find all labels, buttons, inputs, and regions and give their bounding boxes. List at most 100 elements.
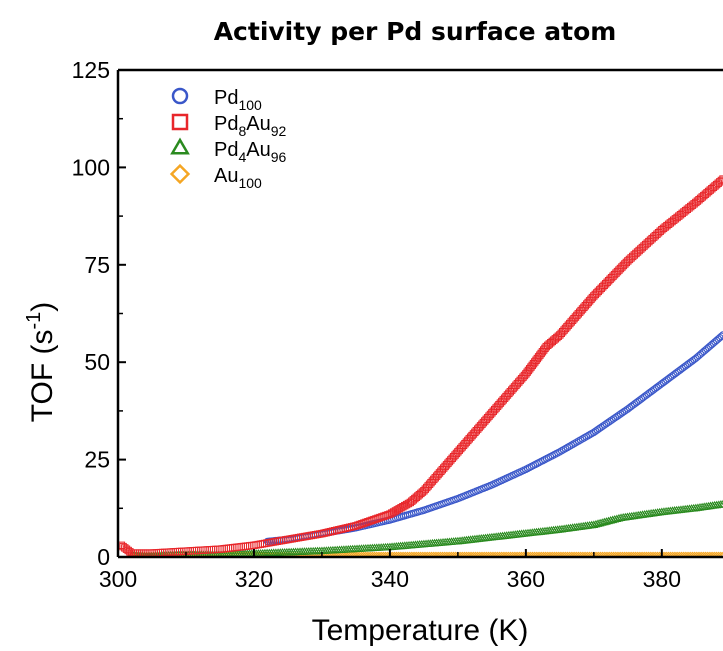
data-point bbox=[714, 551, 723, 557]
data-point bbox=[510, 551, 520, 557]
data-point bbox=[492, 551, 502, 557]
series-Pd4Au96 bbox=[128, 499, 723, 557]
data-point bbox=[490, 551, 500, 557]
data-point bbox=[527, 551, 537, 557]
x-tick-label: 320 bbox=[235, 566, 273, 592]
data-point bbox=[442, 551, 452, 557]
chart-title: Activity per Pd surface atom bbox=[214, 17, 617, 46]
data-point bbox=[398, 551, 408, 557]
data-point bbox=[214, 545, 222, 554]
legend-label: Pd8Au92 bbox=[214, 113, 287, 139]
data-point bbox=[339, 551, 349, 557]
data-point bbox=[516, 551, 527, 557]
data-point bbox=[578, 551, 588, 557]
data-point bbox=[435, 551, 445, 557]
data-point bbox=[624, 551, 634, 557]
legend-marker bbox=[171, 87, 189, 105]
data-point bbox=[576, 436, 585, 444]
data-point bbox=[464, 551, 474, 557]
data-point bbox=[525, 551, 535, 557]
data-point bbox=[692, 551, 702, 557]
legend-label: Pd100 bbox=[214, 87, 262, 113]
data-point bbox=[672, 551, 682, 557]
data-point bbox=[604, 551, 614, 557]
data-point bbox=[210, 550, 219, 557]
data-point bbox=[718, 499, 723, 508]
tick-labels: 300 320 340 360 380 0 25 50 75 100 125 bbox=[72, 57, 681, 592]
data-point bbox=[495, 551, 505, 557]
data-point bbox=[530, 551, 540, 557]
data-point bbox=[666, 551, 676, 557]
data-point bbox=[208, 550, 217, 557]
data-point bbox=[497, 551, 507, 557]
data-point bbox=[416, 551, 426, 557]
data-point bbox=[201, 550, 210, 557]
data-point bbox=[407, 551, 417, 557]
data-point bbox=[593, 551, 603, 557]
data-point bbox=[431, 551, 441, 557]
y-tick-label: 0 bbox=[97, 544, 110, 570]
data-point bbox=[477, 551, 487, 557]
data-point bbox=[630, 551, 641, 557]
data-point bbox=[462, 551, 472, 557]
data-point bbox=[326, 551, 336, 557]
legend-item: Pd100 bbox=[171, 87, 262, 113]
data-point bbox=[396, 551, 406, 557]
data-point bbox=[685, 551, 695, 557]
data-point bbox=[330, 551, 340, 557]
data-point bbox=[214, 550, 223, 557]
x-tick-label: 300 bbox=[99, 566, 137, 592]
data-point bbox=[595, 551, 605, 557]
data-point bbox=[560, 551, 570, 557]
data-point bbox=[448, 551, 459, 557]
data-point bbox=[573, 551, 584, 557]
data-point bbox=[304, 551, 314, 557]
data-point bbox=[380, 551, 391, 557]
data-point bbox=[646, 551, 656, 557]
data-point bbox=[195, 550, 203, 557]
series-Pd8Au92 bbox=[118, 175, 723, 557]
data-point bbox=[475, 551, 485, 557]
data-point bbox=[648, 551, 658, 557]
data-point bbox=[606, 551, 616, 557]
data-point bbox=[488, 551, 498, 557]
data-point bbox=[534, 551, 544, 557]
data-point bbox=[508, 551, 518, 557]
data-point bbox=[204, 550, 212, 557]
data-point bbox=[547, 551, 557, 557]
data-point bbox=[641, 551, 652, 557]
legend-item: Pd4Au96 bbox=[170, 137, 287, 165]
data-point bbox=[503, 551, 513, 557]
data-point bbox=[536, 551, 546, 557]
data-point bbox=[372, 551, 382, 557]
data-point bbox=[382, 511, 390, 520]
data-point bbox=[589, 551, 599, 557]
data-point bbox=[521, 551, 531, 557]
data-point bbox=[332, 551, 342, 557]
data-point bbox=[586, 430, 594, 439]
data-point bbox=[670, 551, 680, 557]
data-point bbox=[705, 551, 715, 557]
data-point bbox=[613, 551, 623, 557]
data-point bbox=[433, 551, 443, 557]
data-point bbox=[561, 444, 570, 453]
data-point bbox=[598, 551, 608, 557]
data-point bbox=[422, 551, 432, 557]
legend-label: Au100 bbox=[214, 165, 262, 191]
data-point bbox=[367, 551, 377, 557]
legend-label: Pd4Au96 bbox=[214, 139, 287, 165]
data-point bbox=[562, 551, 573, 557]
data-point bbox=[484, 551, 494, 557]
data-point bbox=[703, 551, 713, 557]
data-point bbox=[558, 551, 568, 557]
y-tick-label: 100 bbox=[72, 154, 110, 180]
data-point bbox=[711, 551, 721, 557]
data-point bbox=[302, 551, 312, 557]
axes bbox=[116, 68, 723, 559]
data-point bbox=[698, 551, 708, 557]
series-Pd100 bbox=[263, 331, 723, 546]
data-point bbox=[563, 443, 572, 452]
data-point bbox=[532, 551, 542, 557]
data-point bbox=[341, 551, 351, 557]
data-point bbox=[584, 551, 595, 557]
